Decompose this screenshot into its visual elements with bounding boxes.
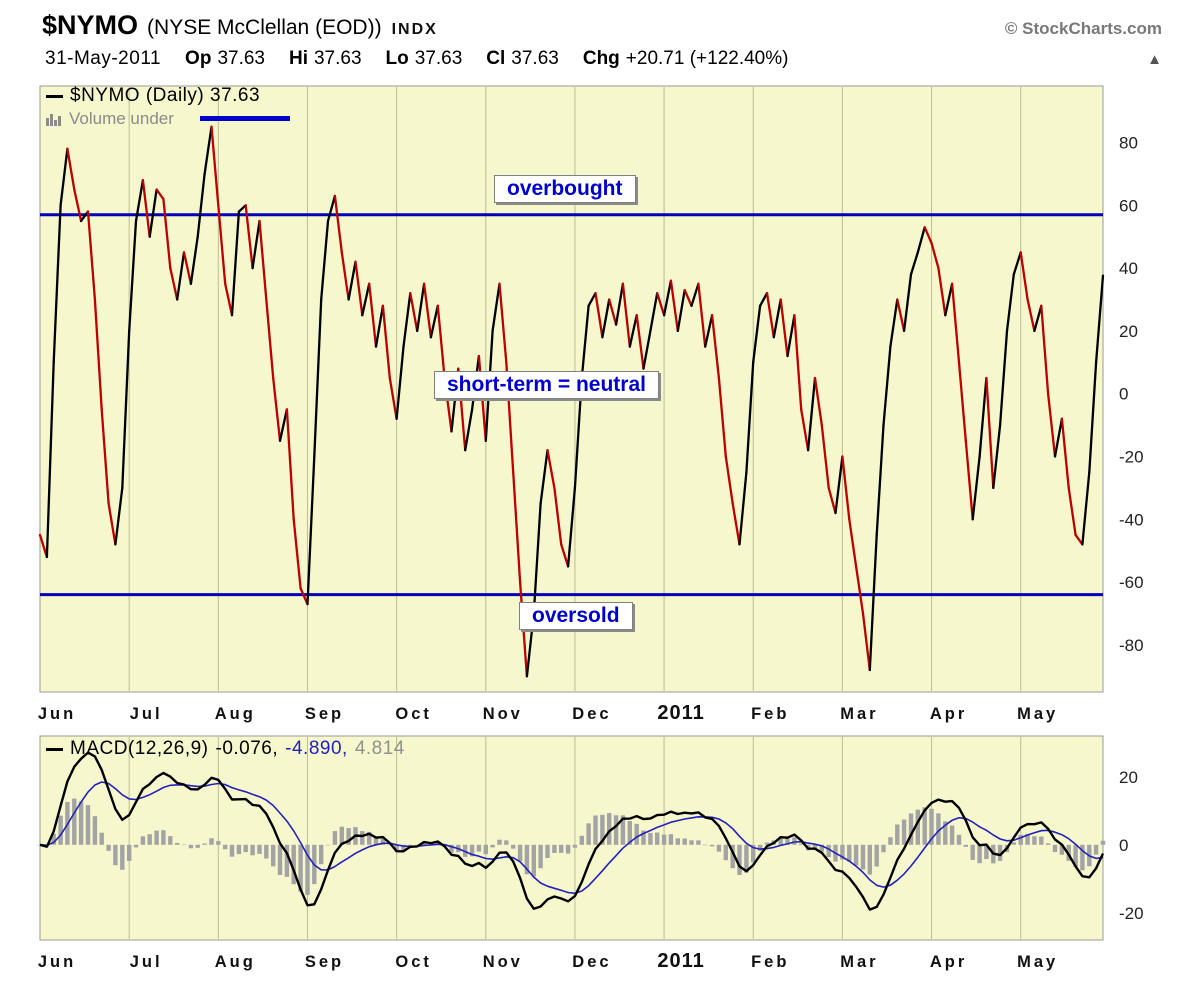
svg-text:Jul: Jul bbox=[130, 705, 163, 723]
svg-text:Aug: Aug bbox=[215, 705, 256, 723]
symbol: $NYMO bbox=[42, 10, 139, 40]
svg-text:20: 20 bbox=[1119, 768, 1138, 787]
macd-legend: MACD(12,26,9) -0.076, -4.890, 4.814 bbox=[46, 738, 405, 760]
svg-text:Dec: Dec bbox=[572, 705, 611, 723]
legend-line-icon bbox=[46, 747, 63, 751]
macd-signal-value: -4.890, bbox=[285, 738, 348, 759]
svg-text:Jun: Jun bbox=[38, 705, 76, 723]
oversold-label: oversold bbox=[519, 602, 633, 630]
svg-text:Oct: Oct bbox=[395, 953, 432, 971]
change-up-arrow-icon: ▲ bbox=[1147, 51, 1162, 68]
svg-text:Sep: Sep bbox=[305, 953, 344, 971]
svg-text:-20: -20 bbox=[1119, 904, 1144, 923]
svg-text:0: 0 bbox=[1119, 836, 1128, 855]
symbol-description: (NYSE McClellan (EOD)) bbox=[147, 16, 382, 39]
volume-bars-icon bbox=[46, 114, 61, 126]
quote-open: Op 37.63 bbox=[185, 48, 265, 69]
svg-text:Feb: Feb bbox=[751, 953, 789, 971]
main-chart-legend: $NYMO (Daily) 37.63 bbox=[46, 85, 260, 107]
svg-text:Oct: Oct bbox=[395, 705, 432, 723]
svg-text:Apr: Apr bbox=[930, 705, 967, 723]
svg-text:Mar: Mar bbox=[840, 705, 878, 723]
svg-text:80: 80 bbox=[1119, 134, 1138, 153]
svg-text:Dec: Dec bbox=[572, 953, 611, 971]
macd-hist-value: 4.814 bbox=[354, 738, 405, 759]
quote-high: Hi 37.63 bbox=[288, 48, 362, 69]
svg-text:2011: 2011 bbox=[657, 950, 704, 972]
exchange: INDX bbox=[391, 21, 438, 38]
daily-underline-mark bbox=[200, 116, 290, 121]
svg-text:Sep: Sep bbox=[305, 705, 344, 723]
copyright: © StockCharts.com bbox=[1004, 19, 1162, 38]
svg-text:60: 60 bbox=[1119, 196, 1138, 215]
svg-text:Aug: Aug bbox=[215, 953, 256, 971]
svg-text:Jun: Jun bbox=[38, 953, 76, 971]
svg-text:Nov: Nov bbox=[483, 705, 523, 723]
quote-row: 31-May-2011 Op 37.63 Hi 37.63 Lo 37.63 Cl 37… bbox=[45, 48, 1162, 70]
svg-text:-20: -20 bbox=[1119, 448, 1144, 467]
quote-close: Cl 37.63 bbox=[486, 48, 559, 69]
svg-text:-80: -80 bbox=[1119, 636, 1144, 655]
legend-line-icon bbox=[46, 94, 63, 98]
svg-text:Feb: Feb bbox=[751, 705, 789, 723]
quote-change: Chg +20.71 (+122.40%) bbox=[582, 48, 789, 69]
svg-text:May: May bbox=[1017, 953, 1058, 971]
title-row: $NYMO (NYSE McClellan (EOD)) INDX © Stoc… bbox=[42, 10, 1162, 41]
macd-line-value: -0.076, bbox=[215, 738, 279, 759]
svg-text:2011: 2011 bbox=[657, 702, 704, 724]
svg-text:Mar: Mar bbox=[840, 953, 878, 971]
volume-legend: Volume under bbox=[46, 109, 174, 129]
overbought-label: overbought bbox=[494, 175, 636, 203]
macd-chart-svg: Jun Jul Aug Sep Oct Nov Dec 2011 Feb Mar Apr May 20 0… bbox=[37, 735, 1144, 972]
svg-text:Apr: Apr bbox=[930, 953, 967, 971]
main-chart-panel: Jun Jul Aug Sep Oct Nov Dec 2011 Feb Mar Apr May 80 6… bbox=[0, 80, 1200, 730]
macd-legend-label: MACD(12,26,9) bbox=[70, 738, 209, 759]
svg-text:40: 40 bbox=[1119, 259, 1138, 278]
svg-text:20: 20 bbox=[1119, 322, 1138, 341]
svg-text:0: 0 bbox=[1119, 385, 1128, 404]
macd-chart-panel: Jun Jul Aug Sep Oct Nov Dec 2011 Feb Mar Apr May 20 0… bbox=[0, 730, 1200, 995]
volume-label: Volume under bbox=[69, 109, 174, 128]
svg-text:-60: -60 bbox=[1119, 573, 1144, 592]
main-legend-label: $NYMO (Daily) 37.63 bbox=[70, 85, 261, 106]
quote-date: 31-May-2011 bbox=[45, 48, 162, 69]
svg-text:-40: -40 bbox=[1119, 510, 1144, 529]
quote-low: Lo 37.63 bbox=[385, 48, 463, 69]
svg-text:Jul: Jul bbox=[130, 953, 163, 971]
neutral-label: short-term = neutral bbox=[434, 371, 659, 399]
svg-text:Nov: Nov bbox=[483, 953, 523, 971]
svg-text:May: May bbox=[1017, 705, 1058, 723]
